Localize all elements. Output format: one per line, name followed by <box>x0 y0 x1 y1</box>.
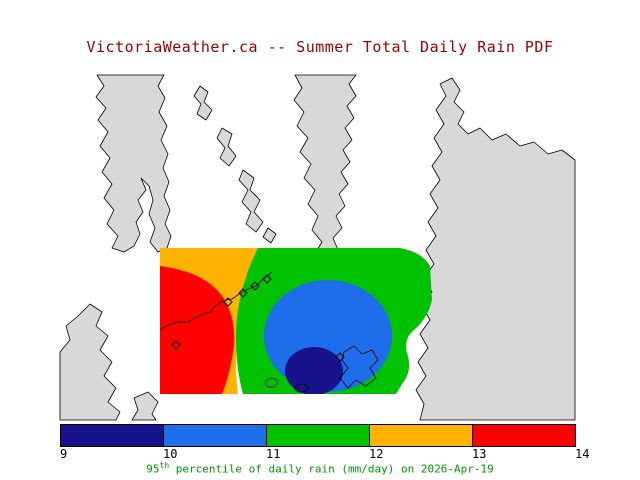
landmass-northwest-peninsula <box>95 74 172 253</box>
colorbar-caption: 95th percentile of daily rain (mm/day) o… <box>0 459 640 476</box>
station-marker-diamond <box>262 274 272 284</box>
contour-band-9-10-navy <box>285 347 343 394</box>
colorbar <box>60 424 576 447</box>
landmass-east-mainland <box>415 77 576 421</box>
colorbar-segment <box>370 425 473 446</box>
islet-outline-3 <box>339 345 379 389</box>
station-marker-diamond <box>335 352 345 362</box>
colorbar-tick-label: 9 <box>60 447 68 461</box>
island-1 <box>193 85 213 121</box>
colorbar-tick-label: 14 <box>575 447 590 461</box>
colorbar-segment <box>61 425 164 446</box>
colorbar-segment <box>267 425 370 446</box>
colorbar-tick-label: 10 <box>163 447 178 461</box>
islet-outline-2 <box>294 383 310 393</box>
page-title: VictoriaWeather.ca -- Summer Total Daily… <box>86 38 554 56</box>
colorbar-segment <box>473 425 575 446</box>
landmass-south-small <box>131 391 159 421</box>
contour-overlay <box>160 248 432 394</box>
station-marker-diamond <box>171 340 181 350</box>
caption-superscript: th <box>159 461 170 470</box>
island-4 <box>262 227 277 244</box>
colorbar-tick-label: 12 <box>369 447 384 461</box>
colorbar-tick-label: 11 <box>266 447 281 461</box>
station-marker-diamond <box>250 281 260 291</box>
caption-prefix: 95 <box>146 462 160 476</box>
islet-outline-1 <box>265 378 279 388</box>
contour-band-13-14-red <box>160 266 235 394</box>
colorbar-tick-label: 13 <box>472 447 487 461</box>
landmass-southwest <box>59 303 121 421</box>
colorbar-segment <box>164 425 267 446</box>
island-2 <box>216 127 237 167</box>
station-marker-diamond <box>223 297 233 307</box>
island-3 <box>238 169 264 233</box>
landmass-north-central <box>293 74 357 257</box>
station-marker-diamond <box>238 288 248 298</box>
caption-rest: percentile of daily rain (mm/day) on 202… <box>169 462 494 476</box>
landmasses <box>59 74 576 421</box>
